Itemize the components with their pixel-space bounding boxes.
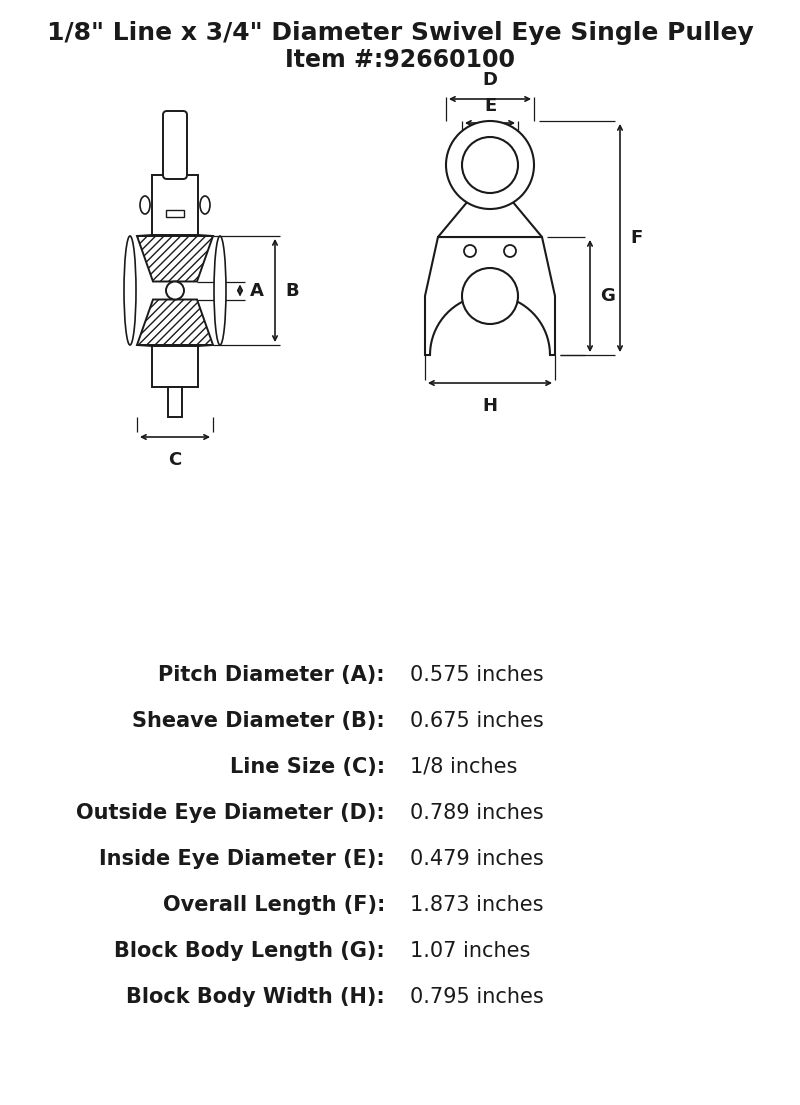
Text: 0.479 inches: 0.479 inches: [410, 849, 544, 869]
FancyBboxPatch shape: [163, 110, 187, 179]
Text: Item #:92660100: Item #:92660100: [285, 48, 515, 72]
Text: 1.873 inches: 1.873 inches: [410, 895, 543, 915]
Bar: [166, 210, 184, 217]
Text: Block Body Length (G):: Block Body Length (G):: [114, 941, 385, 961]
Text: G: G: [600, 287, 615, 305]
Text: 1/8" Line x 3/4" Diameter Swivel Eye Single Pulley: 1/8" Line x 3/4" Diameter Swivel Eye Sin…: [46, 21, 754, 45]
Ellipse shape: [200, 196, 210, 214]
Text: Pitch Diameter (A):: Pitch Diameter (A):: [158, 665, 385, 685]
Circle shape: [464, 245, 476, 257]
Text: F: F: [630, 229, 642, 248]
Circle shape: [504, 245, 516, 257]
Ellipse shape: [214, 236, 226, 345]
Text: Inside Eye Diameter (E):: Inside Eye Diameter (E):: [99, 849, 385, 869]
Polygon shape: [137, 299, 213, 345]
Text: 0.789 inches: 0.789 inches: [410, 803, 544, 823]
Circle shape: [166, 282, 184, 299]
Polygon shape: [438, 201, 542, 236]
Text: 0.675 inches: 0.675 inches: [410, 711, 544, 732]
Ellipse shape: [124, 236, 136, 345]
Text: 1/8 inches: 1/8 inches: [410, 757, 518, 777]
Bar: [152, 346, 198, 387]
Text: D: D: [482, 71, 498, 90]
Text: Sheave Diameter (B):: Sheave Diameter (B):: [132, 711, 385, 732]
Text: Block Body Width (H):: Block Body Width (H):: [126, 987, 385, 1007]
Text: Line Size (C):: Line Size (C):: [230, 757, 385, 777]
Text: B: B: [285, 282, 298, 299]
Text: Outside Eye Diameter (D):: Outside Eye Diameter (D):: [76, 803, 385, 823]
Circle shape: [462, 269, 518, 324]
Text: A: A: [250, 282, 264, 299]
Text: 0.795 inches: 0.795 inches: [410, 987, 544, 1007]
Polygon shape: [425, 236, 555, 355]
Ellipse shape: [140, 196, 150, 214]
Bar: [152, 175, 198, 235]
Circle shape: [462, 137, 518, 193]
Text: E: E: [484, 97, 496, 115]
Text: C: C: [168, 451, 182, 469]
Text: 1.07 inches: 1.07 inches: [410, 941, 530, 961]
Polygon shape: [137, 236, 213, 282]
Text: Overall Length (F):: Overall Length (F):: [162, 895, 385, 915]
Text: H: H: [482, 397, 498, 415]
Text: 0.575 inches: 0.575 inches: [410, 665, 544, 685]
Bar: [168, 387, 182, 417]
Circle shape: [446, 122, 534, 209]
